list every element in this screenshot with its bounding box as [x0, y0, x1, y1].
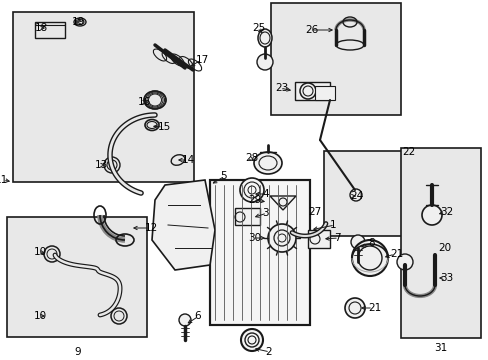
Text: 23: 23	[274, 83, 287, 93]
Text: 32: 32	[439, 207, 452, 217]
Circle shape	[267, 224, 295, 252]
Text: 14: 14	[182, 155, 195, 165]
Text: 7: 7	[333, 233, 340, 243]
Bar	[235, 208, 260, 225]
Text: 21: 21	[389, 249, 403, 259]
Text: 6: 6	[194, 311, 200, 321]
Text: 10: 10	[34, 311, 47, 321]
Text: 4: 4	[262, 189, 268, 199]
Bar	[400, 148, 480, 338]
Polygon shape	[152, 180, 215, 270]
Text: 28: 28	[244, 153, 258, 163]
Text: 22: 22	[401, 147, 414, 157]
Text: 13: 13	[95, 160, 108, 170]
Text: 9: 9	[75, 347, 81, 357]
Text: 1: 1	[329, 220, 336, 230]
Polygon shape	[269, 196, 295, 210]
Circle shape	[345, 298, 364, 318]
Text: 16: 16	[138, 97, 151, 107]
Ellipse shape	[253, 152, 282, 174]
Circle shape	[241, 329, 263, 351]
Text: 12: 12	[145, 223, 158, 233]
Text: 19: 19	[72, 17, 85, 27]
Text: 15: 15	[158, 122, 171, 132]
Bar	[324, 151, 438, 236]
Text: 25: 25	[251, 23, 264, 33]
Text: 33: 33	[439, 273, 452, 283]
Bar	[294, 82, 329, 100]
Text: 20: 20	[437, 243, 450, 253]
Text: 30: 30	[247, 233, 261, 243]
Text: 11: 11	[0, 175, 8, 185]
Bar	[209, 180, 309, 325]
Text: 27: 27	[307, 207, 321, 217]
Bar	[209, 180, 309, 325]
Bar	[7, 217, 147, 337]
Circle shape	[179, 314, 191, 326]
Circle shape	[299, 83, 315, 99]
Text: 18: 18	[35, 23, 48, 33]
Bar	[314, 86, 334, 100]
Circle shape	[257, 54, 272, 70]
Text: 8: 8	[367, 238, 374, 248]
Bar	[35, 22, 65, 38]
Text: 5: 5	[220, 171, 226, 181]
Circle shape	[350, 235, 364, 249]
Text: 21: 21	[367, 303, 381, 313]
Circle shape	[396, 254, 412, 270]
Text: 24: 24	[349, 191, 363, 201]
Text: 10: 10	[34, 247, 47, 257]
Circle shape	[240, 178, 264, 202]
Text: 26: 26	[305, 25, 318, 35]
Text: 29: 29	[247, 195, 261, 205]
Circle shape	[421, 205, 441, 225]
Text: 17: 17	[196, 55, 209, 65]
Text: 2: 2	[264, 347, 271, 357]
Circle shape	[351, 240, 387, 276]
Bar	[307, 230, 329, 248]
Circle shape	[349, 189, 361, 201]
Bar	[270, 3, 400, 115]
Text: 3: 3	[262, 208, 268, 218]
Bar	[13, 12, 194, 182]
Ellipse shape	[258, 29, 271, 47]
Text: 31: 31	[433, 343, 447, 353]
